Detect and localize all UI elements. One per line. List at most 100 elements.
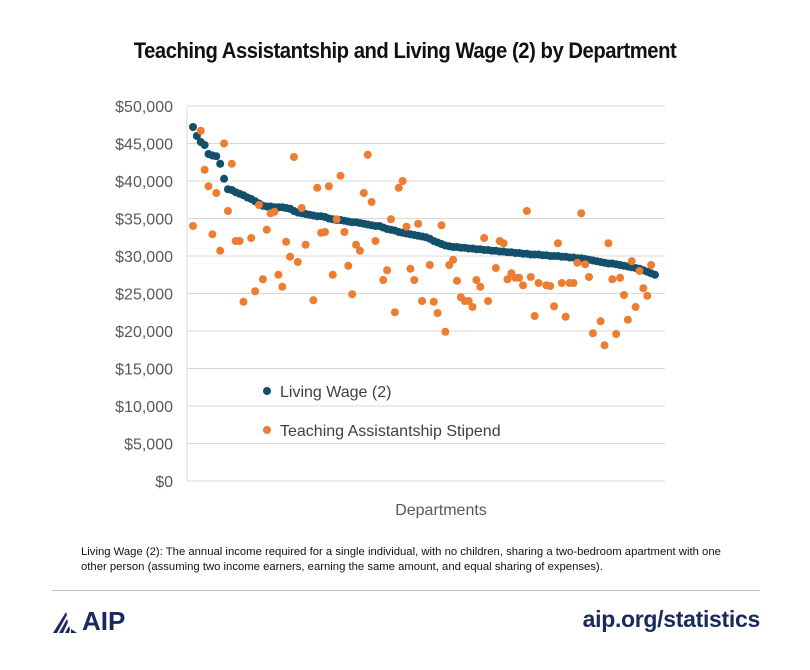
stipend-point (289, 153, 298, 161)
stipend-point (313, 183, 322, 192)
divider (52, 590, 760, 591)
stipend-point (581, 260, 590, 269)
y-tick-label: $30,000 (115, 249, 173, 266)
stipend-point (484, 297, 493, 305)
living-wage-point (651, 270, 659, 279)
stipend-point (608, 275, 617, 284)
stipend-point (394, 183, 403, 192)
stipend-point (418, 297, 427, 305)
stipend-point (204, 182, 213, 191)
stipend-point (612, 330, 621, 338)
stipend-point (340, 228, 349, 236)
stipend-point (530, 312, 539, 320)
stipend-point (499, 239, 508, 248)
legend-label-living-wage: Living Wage (2) (280, 384, 391, 401)
stipend-point (344, 261, 353, 270)
y-tick-label: $25,000 (115, 287, 173, 304)
stipend-point (557, 279, 566, 287)
stipend-point (406, 264, 415, 273)
x-axis-label: Departments (395, 502, 487, 519)
stipend-point (619, 291, 628, 299)
legend-label-stipend: Teaching Assistantship Stipend (280, 423, 501, 440)
stipend-point (387, 215, 395, 224)
stipend-point (227, 159, 236, 168)
living-wage-point (216, 159, 225, 168)
stipend-point (647, 261, 656, 269)
stipend-point (297, 204, 306, 212)
y-tick-label: $15,000 (115, 362, 173, 379)
stipend-point (522, 207, 531, 215)
stipend-point (247, 234, 256, 242)
y-tick-label: $10,000 (115, 399, 173, 416)
stipend-point (631, 303, 640, 311)
stipend-point (324, 182, 333, 191)
stipend-point (251, 287, 260, 296)
footnote: Living Wage (2): The annual income requi… (81, 546, 721, 573)
stipend-point (286, 252, 295, 261)
stipend-point (453, 276, 461, 285)
stipend-point (534, 279, 543, 287)
stipend-point (433, 309, 442, 317)
y-tick-label: $45,000 (115, 137, 173, 154)
stipend-point (332, 215, 341, 224)
stipend-point (480, 234, 489, 242)
stipend-point (616, 273, 625, 282)
stipend-point (352, 240, 361, 249)
stipend-point (216, 246, 225, 255)
y-tick-label: $5,000 (124, 437, 173, 454)
site-link[interactable]: aip.org/statistics (582, 606, 761, 632)
living-wage-point (212, 152, 221, 161)
stipend-point (441, 327, 450, 336)
stipend-point (429, 297, 438, 306)
stipend-point (472, 276, 481, 284)
living-wage-point (189, 123, 197, 131)
stipend-point (546, 282, 555, 290)
stipend-point (189, 222, 197, 230)
y-tick-label: $50,000 (115, 99, 173, 116)
stipend-point (491, 264, 500, 272)
stipend-point (627, 257, 636, 266)
stipend-point (573, 258, 582, 267)
aip-logo: AIP (52, 606, 125, 637)
stipend-point (258, 275, 267, 284)
stipend-point (449, 255, 458, 264)
stipend-point (359, 189, 368, 197)
living-wage-point (200, 141, 209, 149)
stipend-point (414, 219, 423, 228)
stipend-point (274, 270, 283, 279)
stipend-point (321, 228, 329, 236)
stipend-point (643, 291, 652, 300)
stipend-point (208, 230, 217, 239)
stipend-point (604, 239, 613, 248)
stipend-point (623, 315, 632, 324)
stipend-point (293, 258, 302, 266)
stipend-point (278, 282, 287, 291)
stipend-point (212, 189, 221, 197)
stipend-point (519, 281, 527, 290)
chart-title: Teaching Assistantship and Living Wage (… (133, 38, 677, 63)
stipend-point (348, 290, 357, 299)
stipend-point (220, 139, 229, 148)
legend-marker-stipend (263, 426, 271, 434)
stipend-point (515, 273, 524, 282)
stipend-point (255, 201, 263, 209)
y-tick-label: $35,000 (115, 212, 173, 229)
stipend-point (476, 282, 485, 291)
stipend-point (402, 222, 411, 231)
stipend-point (371, 237, 380, 245)
stipend-point (561, 312, 570, 321)
stipend-point (635, 267, 644, 275)
stipend-point (379, 276, 388, 284)
stipend-point (639, 284, 648, 293)
stipend-point (336, 171, 345, 180)
stipend-point (437, 221, 446, 230)
stipend-point (367, 198, 376, 206)
stipend-point (301, 240, 310, 249)
y-tick-label: $0 (155, 474, 173, 491)
stipend-point (390, 308, 399, 317)
stipend-point (569, 279, 578, 287)
stipend-point (464, 297, 473, 305)
stipend-point (235, 237, 244, 245)
